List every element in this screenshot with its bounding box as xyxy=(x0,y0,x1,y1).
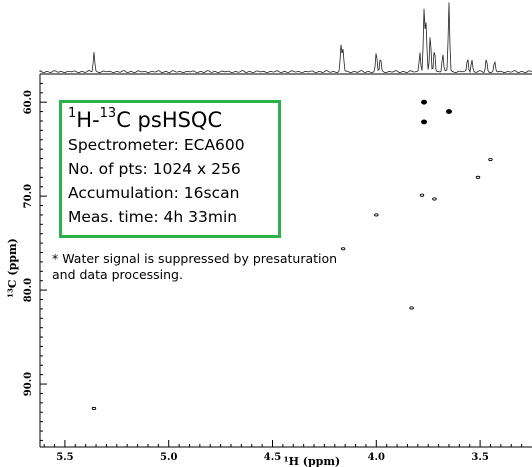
y-tick-label: 80.0 xyxy=(23,278,34,302)
cross-peak xyxy=(475,175,481,179)
cross-peak xyxy=(340,247,346,251)
x-tick-label: 5.0 xyxy=(160,452,177,463)
cross-peaks xyxy=(91,99,493,411)
x-tick-label: 4.5 xyxy=(264,452,281,463)
title-sup-13: 13 xyxy=(99,106,117,121)
projection-line xyxy=(39,2,532,74)
experiment-title: 1H-13C psHSQC xyxy=(68,107,278,133)
y-axis-ticks: 60.0 70.0 80.0 90.0 xyxy=(23,82,47,441)
title-part-2: C psHSQC xyxy=(116,108,223,132)
cross-peak xyxy=(421,119,428,125)
points-line: No. of pts: 1024 x 256 xyxy=(68,160,241,178)
y-tick-label: 60.0 xyxy=(23,90,34,114)
cross-peak xyxy=(421,99,428,105)
plot-frame xyxy=(39,73,532,448)
cross-peak xyxy=(419,193,425,197)
y-axis-label: ¹³C (ppm) xyxy=(6,238,19,298)
proton-projection-trace xyxy=(39,2,532,74)
cross-peak xyxy=(432,197,437,201)
x-tick-label: 4.0 xyxy=(368,452,385,463)
acquisition-info-box: 1H-13C psHSQC Spectrometer: ECA600 No. o… xyxy=(59,100,281,238)
cross-peak xyxy=(445,109,452,114)
cross-peak xyxy=(91,406,97,411)
x-axis-ticks: 5.5 5.0 4.5 4.0 3.5 xyxy=(43,440,523,463)
x-tick-label: 5.5 xyxy=(56,452,73,463)
cross-peak xyxy=(488,157,493,162)
meas-time-line: Meas. time: 4h 33min xyxy=(68,208,238,226)
y-tick-label: 70.0 xyxy=(23,184,34,208)
cross-peak xyxy=(409,306,414,310)
title-part-1: H- xyxy=(76,108,100,132)
x-tick-label: 3.5 xyxy=(471,452,488,463)
accumulation-line: Accumulation: 16scan xyxy=(68,184,240,202)
spectrometer-line: Spectrometer: ECA600 xyxy=(68,136,245,154)
y-tick-label: 90.0 xyxy=(23,372,34,396)
title-sup-1: 1 xyxy=(68,106,77,121)
x-axis-label: ¹H (ppm) xyxy=(284,455,340,467)
cross-peak xyxy=(374,213,379,217)
water-suppression-note: * Water signal is suppressed by presatur… xyxy=(52,251,338,282)
